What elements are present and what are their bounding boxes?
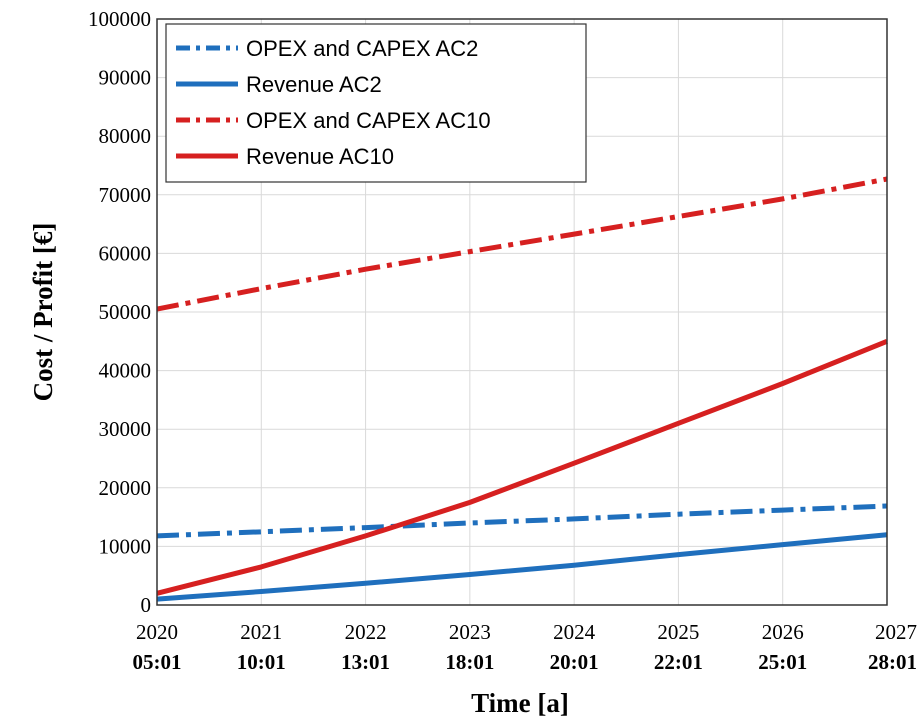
x-tick-label: 2020 [136, 620, 178, 644]
x-tick-label: 2026 [762, 620, 804, 644]
plot-frame [156, 18, 888, 606]
x-axis-label: Time [a] [471, 688, 569, 718]
x-tick-label: 2024 [553, 620, 596, 644]
x-tick-sublabel: 22:01 [654, 650, 703, 674]
x-tick-sublabel: 13:01 [341, 650, 390, 674]
x-tick-sublabel: 18:01 [445, 650, 494, 674]
x-tick-sublabel: 25:01 [758, 650, 807, 674]
x-tick-sublabel: 05:01 [133, 650, 182, 674]
legend-label: Revenue AC2 [246, 72, 382, 97]
y-tick-label: 70000 [99, 183, 152, 207]
series-lines [156, 176, 888, 602]
legend-label: OPEX and CAPEX AC2 [246, 36, 478, 61]
legend-label: OPEX and CAPEX AC10 [246, 108, 491, 133]
x-tick-label: 2027 [875, 620, 917, 644]
y-tick-label: 100000 [88, 7, 151, 31]
legend-label: Revenue AC10 [246, 144, 394, 169]
y-tick-label: 20000 [99, 476, 152, 500]
y-tick-label: 40000 [99, 359, 152, 383]
y-axis-label: Cost / Profit [€] [28, 223, 58, 402]
x-tick-sublabel: 20:01 [550, 650, 599, 674]
x-tick-label: 2022 [345, 620, 387, 644]
y-axis-ticks: 0 10000 20000 30000 40000 50000 60000 70000 8000… [88, 7, 151, 617]
y-tick-label: 30000 [99, 417, 152, 441]
x-tick-label: 2025 [657, 620, 699, 644]
y-tick-label: 90000 [99, 66, 152, 90]
series-line [156, 338, 888, 596]
series-line [156, 176, 888, 312]
x-tick-label: 2021 [240, 620, 282, 644]
y-tick-label: 10000 [99, 534, 152, 558]
x-tick-sublabel: 28:01 [868, 650, 917, 674]
x-tick-sublabel: 10:01 [237, 650, 286, 674]
y-tick-label: 0 [141, 593, 152, 617]
x-tick-label: 2023 [449, 620, 491, 644]
legend: OPEX and CAPEX AC2 Revenue AC2 OPEX and CA… [165, 23, 587, 183]
y-tick-label: 80000 [99, 124, 152, 148]
x-axis-ticks: 2020 05:01 2021 10:01 2022 13:01 2023 18:01 2024… [133, 620, 918, 674]
series-line [156, 532, 888, 602]
y-tick-label: 50000 [99, 300, 152, 324]
y-tick-label: 60000 [99, 241, 152, 265]
